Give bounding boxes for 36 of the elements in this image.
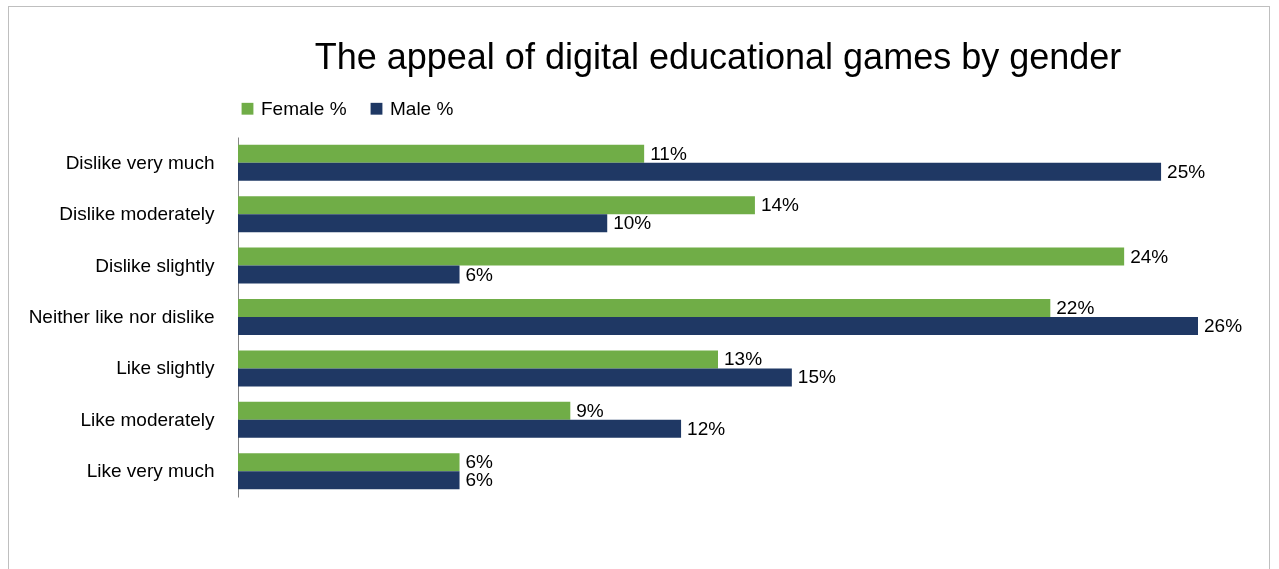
- bar: [238, 196, 755, 215]
- data-label: 9%: [576, 399, 604, 421]
- bar: [238, 401, 571, 420]
- legend-label: Male %: [390, 97, 454, 119]
- bar: [238, 317, 1198, 335]
- y-tick-label: Like slightly: [116, 357, 215, 379]
- bar: [238, 162, 1162, 181]
- bar: [238, 471, 460, 490]
- data-label: 22%: [1056, 297, 1095, 318]
- bar: [238, 368, 792, 387]
- y-tick-label: Neither like nor dislike: [28, 306, 215, 327]
- data-label: 10%: [613, 212, 652, 234]
- chart-title: The appeal of digital educational games by gender: [314, 36, 1122, 77]
- bar: [238, 453, 460, 472]
- data-label: 25%: [1167, 160, 1206, 182]
- data-label: 12%: [687, 417, 726, 439]
- bar: [238, 265, 460, 284]
- bar: [238, 247, 1125, 266]
- y-tick-label: Like very much: [86, 460, 215, 482]
- data-label: 15%: [797, 366, 836, 388]
- bar: [238, 350, 718, 369]
- legend-label: Female %: [261, 97, 347, 119]
- data-label: 13%: [724, 348, 763, 370]
- y-tick-label: Dislike very much: [65, 151, 215, 173]
- bar: [238, 144, 645, 163]
- data-label: 26%: [1204, 315, 1243, 336]
- y-tick-label: Dislike moderately: [59, 203, 215, 225]
- data-label: 24%: [1130, 245, 1169, 267]
- y-tick-label: Like moderately: [80, 408, 215, 430]
- data-label: 11%: [650, 142, 687, 164]
- y-tick-label: Dislike slightly: [95, 254, 215, 276]
- data-label: 14%: [760, 194, 800, 216]
- bar: [238, 214, 608, 233]
- bar: [238, 299, 1051, 317]
- data-label: 6%: [465, 263, 494, 285]
- bar: [238, 419, 682, 438]
